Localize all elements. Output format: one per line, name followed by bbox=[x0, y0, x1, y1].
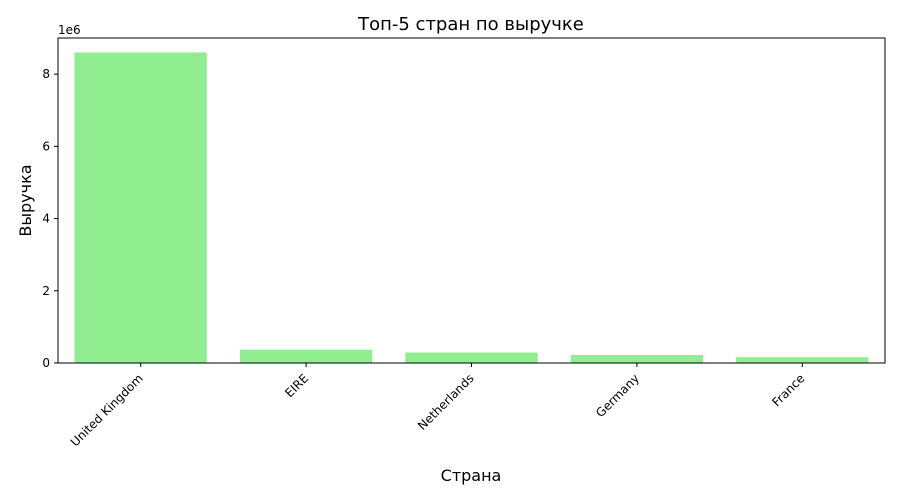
bar-0 bbox=[74, 52, 207, 363]
y-tick-label-4: 8 bbox=[42, 67, 50, 81]
y-tick-label-1: 2 bbox=[42, 284, 50, 298]
y-tick-label-0: 0 bbox=[42, 356, 50, 370]
y-axis-label: Выручка bbox=[16, 164, 35, 236]
x-tick-label-2: Netherlands bbox=[415, 371, 477, 433]
bar-3 bbox=[570, 355, 704, 363]
x-axis-label: Страна bbox=[441, 466, 502, 485]
chart-title: Топ-5 стран по выручке bbox=[357, 14, 584, 35]
bar-1 bbox=[239, 349, 373, 363]
x-tick-label-1: EIRE bbox=[282, 371, 311, 400]
y-tick-label-2: 4 bbox=[42, 212, 50, 226]
y-tick-label-3: 6 bbox=[42, 139, 50, 153]
x-tick-label-3: Germany bbox=[593, 371, 642, 420]
x-tick-label-0: United Kingdom bbox=[68, 371, 146, 449]
x-axis-ticks: United Kingdom EIRE Netherlands Germany Fran… bbox=[68, 363, 807, 449]
bar-2 bbox=[405, 352, 538, 363]
bars-group bbox=[74, 52, 869, 363]
y-axis-offset-label: 1e6 bbox=[58, 23, 81, 37]
x-tick-label-4: France bbox=[769, 371, 807, 409]
bar-4 bbox=[736, 357, 869, 363]
y-axis-ticks: 0 2 4 6 8 bbox=[42, 67, 58, 370]
